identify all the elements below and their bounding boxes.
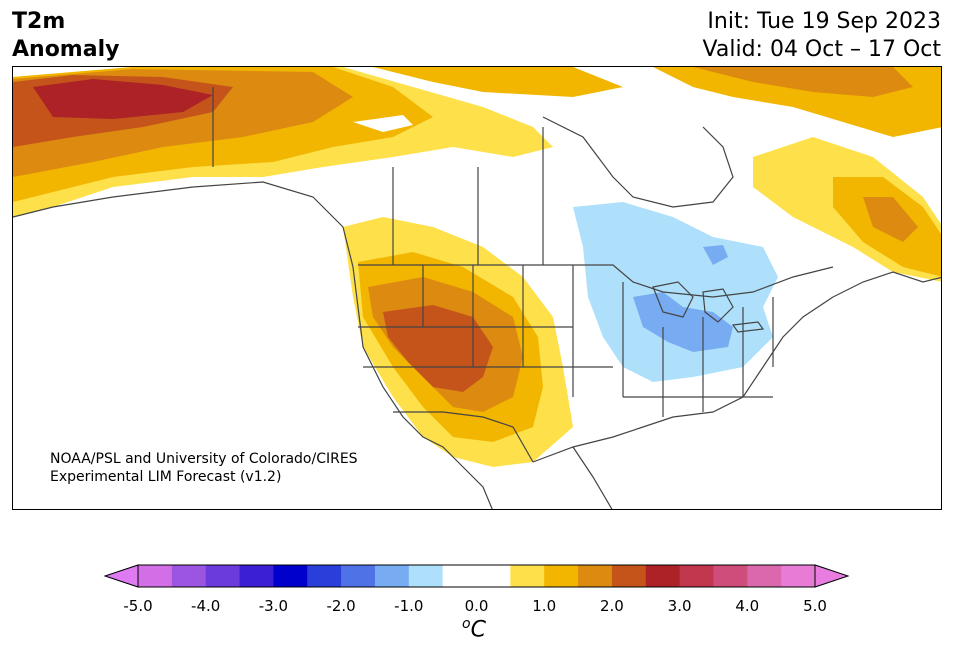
colorbar-over-arrow [814, 564, 850, 588]
colorbar-tick-label: -1.0 [394, 597, 424, 615]
warm-region-northeast-3 [863, 197, 918, 242]
credit-text: NOAA/PSL and University of Colorado/CIRE… [50, 450, 358, 486]
colorbar-segment [544, 565, 579, 587]
colorbar-segment [273, 565, 308, 587]
colorbar-segment [578, 565, 613, 587]
boundaries [13, 87, 941, 509]
cool-region-2 [633, 292, 733, 352]
colorbar-segment [374, 565, 410, 587]
colorbar-tick-label: 3.0 [667, 597, 692, 615]
coastline-mexico [572, 446, 613, 509]
title-line-2: Anomaly [12, 37, 120, 62]
map-canvas [13, 67, 941, 509]
colorbar-border [137, 564, 816, 588]
colorbar-segment [239, 565, 274, 587]
great-lakes [652, 281, 765, 333]
state-lines-1 [358, 265, 624, 397]
coastline-west [13, 181, 493, 509]
colorbar-tick-label: 0.0 [464, 597, 489, 615]
credit-line-1: NOAA/PSL and University of Colorado/CIRE… [50, 451, 358, 467]
colorbar-segment [341, 565, 376, 587]
colorbar-tick-label: -5.0 [123, 597, 153, 615]
cool-region-1 [573, 202, 778, 382]
colorbar-segment [510, 565, 545, 587]
province-lines [212, 87, 544, 265]
canada-us-border [358, 264, 834, 298]
colorbar-segment [408, 565, 444, 587]
colorbar-segment [205, 565, 241, 587]
title-line-1: T2m [12, 9, 66, 34]
colorbar-unit: oC [462, 616, 486, 642]
colorbar-tick-label: -3.0 [258, 597, 289, 615]
colorbar-tick-label: 1.0 [532, 597, 557, 615]
warm-region-northwest-5 [33, 79, 213, 119]
credit-line-2: Experimental LIM Forecast (v1.2) [50, 469, 282, 485]
lake-region [353, 115, 413, 132]
init-date: Init: Tue 19 Sep 2023 [707, 9, 941, 34]
colorbar-tick-label: -4.0 [191, 597, 221, 615]
forecast-dates: Init: Tue 19 Sep 2023 Valid: 04 Oct – 17… [703, 8, 941, 64]
colorbar-segment [171, 565, 207, 587]
colorbar [103, 564, 850, 588]
colorbar-under-arrow [103, 564, 139, 588]
unit-label: C [470, 617, 486, 643]
colorbar-segment [747, 565, 782, 587]
colorbar-tick-label: 4.0 [735, 597, 760, 615]
colorbar-segment [138, 565, 173, 587]
coastline-east [832, 271, 941, 298]
cool-region-3 [703, 245, 728, 265]
valid-date: Valid: 04 Oct – 17 Oct [702, 37, 941, 62]
warm-region-arctic-east-3 [693, 67, 913, 97]
colorbar-segment [781, 565, 816, 587]
colorbar-segment [307, 565, 342, 587]
state-lines-2 [623, 297, 774, 417]
hudson-bay-outline [542, 116, 734, 208]
coastline-gulf [532, 296, 834, 463]
unit-superscript: o [462, 616, 471, 632]
anomaly-map: NOAA/PSL and University of Colorado/CIRE… [12, 66, 942, 510]
colorbar-tick-label: -2.0 [326, 597, 356, 615]
colorbar-segment [679, 565, 714, 587]
us-mexico-border [393, 411, 534, 463]
colorbar-segment [442, 565, 477, 587]
warm-region-arctic [373, 67, 623, 97]
colorbar-segment [611, 565, 647, 587]
colorbar-tick-label: 2.0 [599, 597, 624, 615]
colorbar-segment [476, 565, 511, 587]
colorbar-segment [645, 565, 681, 587]
map-title: T2m Anomaly [12, 8, 119, 64]
colorbar-segment [713, 565, 748, 587]
colorbar-tick-label: 5.0 [803, 597, 827, 615]
